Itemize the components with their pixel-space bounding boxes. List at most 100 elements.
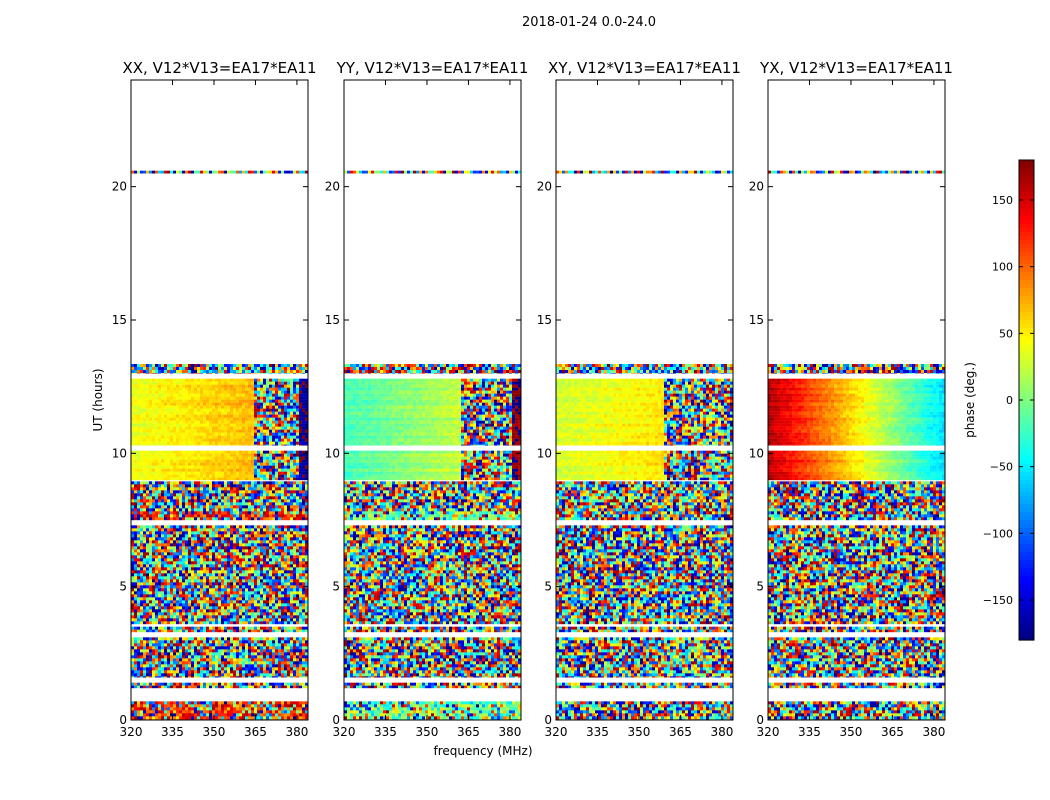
colorbar-segment xyxy=(1019,360,1034,365)
colorbar-segment xyxy=(1019,400,1034,405)
colorbar-tick-label: −50 xyxy=(990,461,1013,474)
colorbar-segment xyxy=(1019,568,1034,573)
colorbar-segment xyxy=(1019,492,1034,497)
colorbar-segment xyxy=(1019,600,1034,605)
colorbar-tick-label: 100 xyxy=(992,261,1013,274)
colorbar-segment xyxy=(1019,256,1034,261)
colorbar-segment xyxy=(1019,460,1034,465)
colorbar-segment xyxy=(1019,440,1034,445)
colorbar-segment xyxy=(1019,636,1034,641)
colorbar-segment xyxy=(1019,208,1034,213)
colorbar-segment xyxy=(1019,168,1034,173)
colorbar-segment xyxy=(1019,216,1034,221)
panel-frame xyxy=(343,79,522,721)
colorbar-segment xyxy=(1019,468,1034,473)
colorbar-segment xyxy=(1019,368,1034,373)
y-tick-label: 5 xyxy=(544,580,552,594)
colorbar-segment xyxy=(1019,512,1034,517)
colorbar-segment xyxy=(1019,480,1034,485)
colorbar-segment xyxy=(1019,204,1034,209)
colorbar-segment xyxy=(1019,404,1034,409)
colorbar-segment xyxy=(1019,548,1034,553)
colorbar-segment xyxy=(1019,576,1034,581)
colorbar-segment xyxy=(1019,248,1034,253)
x-tick-label: 320 xyxy=(333,725,356,739)
colorbar-segment xyxy=(1019,392,1034,397)
colorbar-segment xyxy=(1019,192,1034,197)
x-tick-label: 350 xyxy=(840,725,863,739)
colorbar-segment xyxy=(1019,308,1034,313)
colorbar-tick-label: 50 xyxy=(999,327,1013,340)
colorbar-segment xyxy=(1019,240,1034,245)
y-tick-label: 20 xyxy=(749,180,764,194)
heatmap-panel: YY, V12*V13=EA17*EA11 320 335 350 365 380 0 5 10… xyxy=(325,59,529,739)
colorbar-tick-label: −100 xyxy=(983,527,1013,540)
heatmap-cells xyxy=(131,170,308,720)
colorbar-segment xyxy=(1019,272,1034,277)
colorbar: −150 −100 −50 0 50 100 150 phase (deg.) xyxy=(963,159,1035,641)
y-axis-label: UT (hours) xyxy=(91,368,105,431)
colorbar-segment xyxy=(1019,596,1034,601)
heatmap-panel: XY, V12*V13=EA17*EA11 320 335 350 365 380 0 5 10… xyxy=(537,59,741,739)
colorbar-segment xyxy=(1019,496,1034,501)
colorbar-segment xyxy=(1019,608,1034,613)
heatmap-cells xyxy=(768,170,945,720)
colorbar-segment xyxy=(1019,580,1034,585)
colorbar-segment xyxy=(1019,504,1034,509)
colorbar-segment xyxy=(1019,212,1034,217)
colorbar-segment xyxy=(1019,356,1034,361)
colorbar-segment xyxy=(1019,396,1034,401)
colorbar-segment xyxy=(1019,224,1034,229)
colorbar-segment xyxy=(1019,180,1034,185)
colorbar-segment xyxy=(1019,516,1034,521)
colorbar-segment xyxy=(1019,632,1034,637)
x-tick-label: 335 xyxy=(161,725,184,739)
colorbar-segment xyxy=(1019,604,1034,609)
y-tick-label: 15 xyxy=(749,313,764,327)
y-tick-label: 15 xyxy=(537,313,552,327)
colorbar-segment xyxy=(1019,380,1034,385)
x-tick-label: 350 xyxy=(203,725,226,739)
colorbar-segment xyxy=(1019,388,1034,393)
colorbar-segment xyxy=(1019,588,1034,593)
panel-frame xyxy=(767,79,946,721)
colorbar-segment xyxy=(1019,236,1034,241)
x-tick-label: 380 xyxy=(285,725,308,739)
x-tick-label: 335 xyxy=(798,725,821,739)
y-tick-label: 20 xyxy=(537,180,552,194)
panel-frame xyxy=(130,79,309,721)
colorbar-segment xyxy=(1019,488,1034,493)
colorbar-segment xyxy=(1019,172,1034,177)
colorbar-segment xyxy=(1019,572,1034,577)
colorbar-segment xyxy=(1019,184,1034,189)
y-tick-label: 15 xyxy=(112,313,127,327)
colorbar-segment xyxy=(1019,304,1034,309)
panel-title: XX, V12*V13=EA17*EA11 xyxy=(122,59,316,77)
colorbar-segment xyxy=(1019,276,1034,281)
colorbar-segment xyxy=(1019,432,1034,437)
colorbar-segment xyxy=(1019,324,1034,329)
heatmap-cells xyxy=(344,170,521,720)
colorbar-segment xyxy=(1019,628,1034,633)
colorbar-segment xyxy=(1019,544,1034,549)
colorbar-segment xyxy=(1019,500,1034,505)
colorbar-segment xyxy=(1019,564,1034,569)
figure-title: 2018-01-24 0.0-24.0 xyxy=(522,15,656,30)
x-tick-label: 380 xyxy=(710,725,733,739)
x-tick-label: 365 xyxy=(457,725,480,739)
colorbar-segment xyxy=(1019,288,1034,293)
colorbar-segment xyxy=(1019,376,1034,381)
colorbar-segment xyxy=(1019,624,1034,629)
colorbar-segment xyxy=(1019,452,1034,457)
colorbar-segment xyxy=(1019,264,1034,269)
panel-frame xyxy=(555,79,734,721)
y-tick-label: 5 xyxy=(332,580,340,594)
x-tick-label: 320 xyxy=(120,725,143,739)
colorbar-segment xyxy=(1019,508,1034,513)
colorbar-segment xyxy=(1019,524,1034,529)
colorbar-segment xyxy=(1019,284,1034,289)
colorbar-segment xyxy=(1019,296,1034,301)
colorbar-tick-label: 150 xyxy=(992,194,1013,207)
colorbar-segment xyxy=(1019,200,1034,205)
